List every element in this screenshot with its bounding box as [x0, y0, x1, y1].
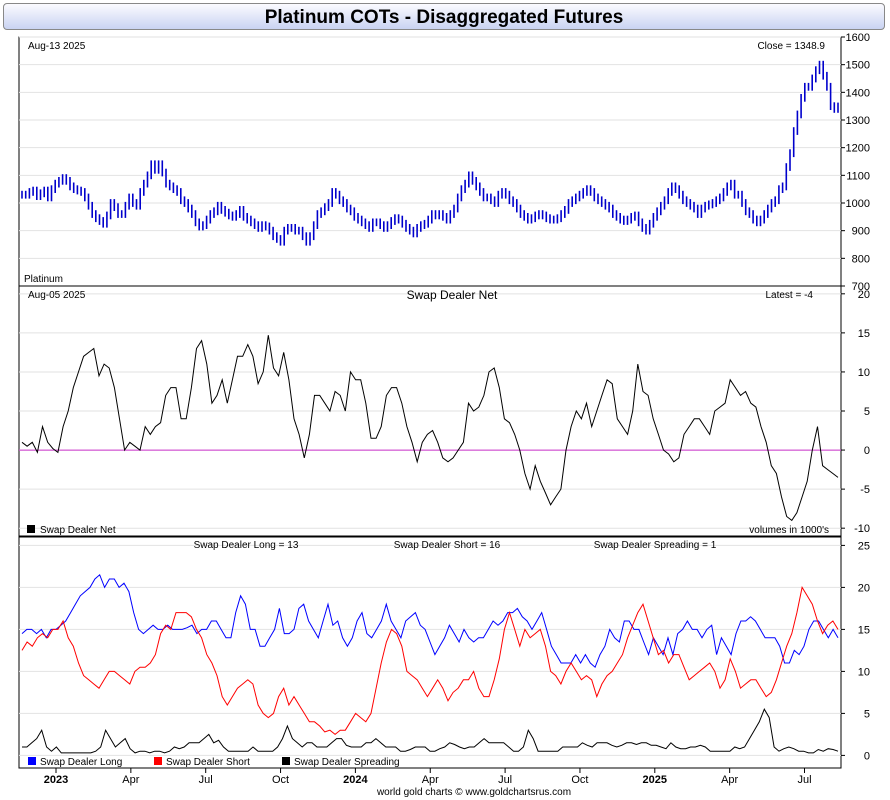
price-series-label: Platinum — [24, 274, 63, 285]
price-panel: 700 800 900 1000 1100 1200 1300 1400 1500 1600 Au… — [18, 32, 870, 293]
x-tick-label: Jul — [199, 774, 213, 786]
net-y-tick-label: 10 — [858, 367, 870, 379]
chart-title: Platinum COTs - Disaggregated Futures — [3, 3, 885, 30]
price-y-tick-label: 1100 — [846, 170, 870, 182]
net-y-ticks: -10 -5 0 5 10 15 20 — [841, 289, 870, 535]
price-panel-frame — [18, 36, 842, 287]
net-y-tick-label: 0 — [864, 445, 870, 457]
positions-panel: 0 5 10 15 20 25 Swap Dealer Long = 13 Swap De… — [18, 536, 870, 769]
long-legend-swatch — [28, 757, 36, 765]
positions-gridlines — [19, 544, 841, 756]
x-tick-label: Jul — [498, 774, 512, 786]
x-tick-label: Apr — [721, 774, 738, 786]
spreading-legend-swatch — [282, 757, 290, 765]
price-close-label: Close = 1348.9 — [757, 41, 825, 52]
footer-credit: world gold charts © www.goldchartsrus.co… — [376, 787, 571, 798]
long-header: Swap Dealer Long = 13 — [194, 540, 299, 551]
x-tick-label: 2023 — [44, 774, 68, 786]
swap-dealer-short-line — [21, 586, 839, 736]
x-axis: 2023 Apr Jul Oct 2024 Apr Jul Oct 2025 Apr Jul — [44, 768, 812, 786]
net-latest-label: Latest = -4 — [765, 290, 813, 301]
x-tick-label: Jul — [797, 774, 811, 786]
x-tick-label: Apr — [122, 774, 139, 786]
net-legend-label: Swap Dealer Net — [40, 525, 116, 536]
positions-y-tick-label: 0 — [864, 750, 870, 762]
positions-y-tick-label: 25 — [858, 540, 870, 552]
positions-y-tick-label: 15 — [858, 624, 870, 636]
positions-y-tick-label: 10 — [858, 666, 870, 678]
positions-y-tick-label: 20 — [858, 582, 870, 594]
net-y-tick-label: 20 — [858, 289, 870, 301]
swap-dealer-long-line — [21, 573, 839, 669]
net-y-tick-label: 15 — [858, 328, 870, 340]
short-legend-label: Swap Dealer Short — [166, 757, 250, 768]
price-y-tick-label: 1500 — [846, 60, 870, 72]
short-legend-swatch — [154, 757, 162, 765]
price-date-label: Aug-13 2025 — [28, 41, 86, 52]
long-legend-label: Swap Dealer Long — [40, 757, 122, 768]
net-y-tick-label: 5 — [864, 406, 870, 418]
net-legend-swatch — [27, 525, 35, 533]
positions-y-ticks: 0 5 10 15 20 25 — [841, 540, 870, 762]
x-tick-label: Oct — [272, 774, 289, 786]
price-y-tick-label: 900 — [852, 226, 870, 238]
x-tick-label: 2025 — [643, 774, 667, 786]
net-y-tick-label: -5 — [860, 484, 870, 496]
price-y-tick-label: 800 — [852, 253, 870, 265]
net-y-tick-label: -10 — [854, 523, 870, 535]
x-tick-label: Apr — [422, 774, 439, 786]
net-date-label: Aug-05 2025 — [28, 290, 86, 301]
price-y-tick-label: 1600 — [846, 32, 870, 44]
price-y-tick-label: 700 — [852, 281, 870, 293]
swap-dealer-net-line — [21, 335, 839, 522]
swap-dealer-spreading-line — [22, 708, 839, 754]
price-y-tick-label: 1200 — [846, 143, 870, 155]
price-marks — [21, 60, 839, 246]
price-y-tick-label: 1300 — [846, 115, 870, 127]
x-tick-label: Oct — [571, 774, 588, 786]
volumes-unit-label: volumes in 1000's — [749, 525, 829, 536]
price-y-tick-label: 1000 — [846, 198, 870, 210]
x-tick-label: 2024 — [343, 774, 368, 786]
spreading-legend-label: Swap Dealer Spreading — [294, 757, 400, 768]
spreading-header: Swap Dealer Spreading = 1 — [594, 540, 717, 551]
price-y-ticks: 700 800 900 1000 1100 1200 1300 1400 1500 1600 — [841, 32, 870, 293]
short-header: Swap Dealer Short = 16 — [394, 540, 501, 551]
net-panel: -10 -5 0 5 10 15 20 Aug-05 2025 Swap Dealer Ne… — [18, 285, 870, 537]
net-panel-title: Swap Dealer Net — [407, 288, 498, 302]
price-y-tick-label: 1400 — [846, 87, 870, 99]
price-gridlines — [19, 36, 841, 287]
positions-y-tick-label: 5 — [864, 708, 870, 720]
